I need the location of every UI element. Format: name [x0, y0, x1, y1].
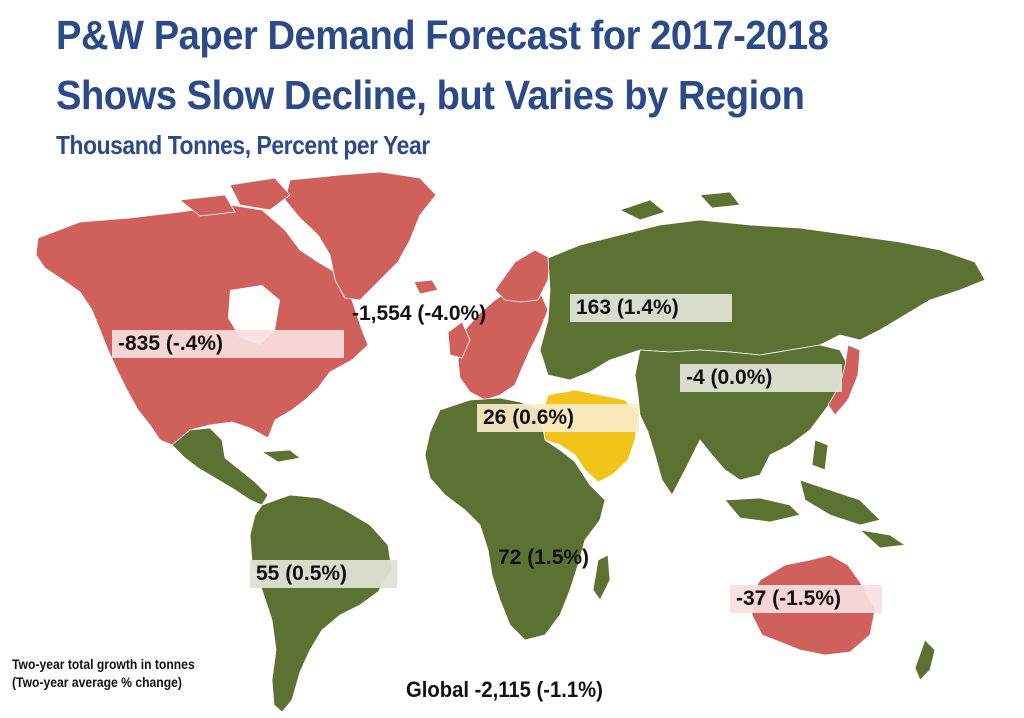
label-europe: -1,554 (-4.0%) [352, 302, 487, 325]
region-latin-america [249, 494, 393, 713]
label-oceania: -37 (-1.5%) [730, 585, 882, 613]
title-line-2: Shows Slow Decline, but Varies by Region [56, 72, 805, 118]
label-russia-cis: 163 (1.4%) [570, 294, 732, 322]
legend: Two-year total growth in tonnes (Two-yea… [12, 656, 195, 692]
label-latin-america: 55 (0.5%) [250, 560, 397, 588]
legend-line-2: (Two-year average % change) [12, 675, 182, 690]
legend-line-1: Two-year total growth in tonnes [12, 657, 195, 672]
label-north-america: -835 (-.4%) [112, 330, 344, 358]
global-total: Global -2,115 (-1.1%) [406, 677, 603, 702]
subtitle: Thousand Tonnes, Percent per Year [56, 130, 430, 160]
region-north-america [35, 204, 369, 446]
label-asia: -4 (0.0%) [680, 364, 842, 392]
region-greenland [284, 171, 437, 301]
title-line-1: P&W Paper Demand Forecast for 2017-2018 [56, 12, 829, 58]
label-africa: 72 (1.5%) [498, 546, 590, 569]
region-russia-cis [539, 219, 986, 381]
label-middle-east: 26 (0.6%) [477, 404, 639, 432]
region-central-america [171, 427, 269, 506]
region-japan [827, 344, 861, 416]
